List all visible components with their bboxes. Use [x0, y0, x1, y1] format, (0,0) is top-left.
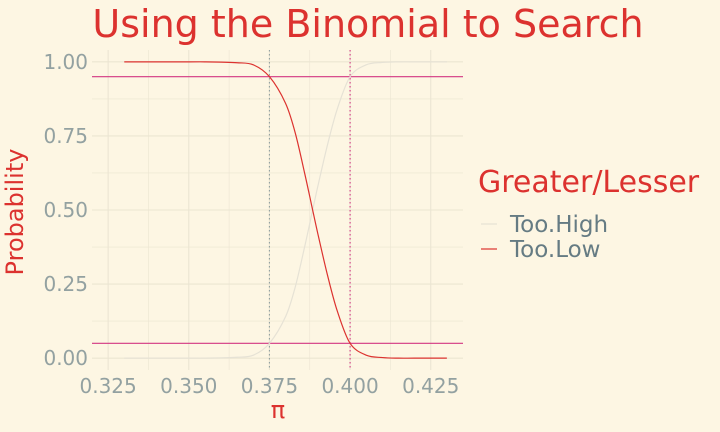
y-tick-label: 0.25	[43, 272, 88, 296]
y-tick-label: 0.00	[43, 346, 88, 370]
legend-label: Too.High	[509, 212, 608, 238]
x-tick-label: 0.400	[321, 374, 378, 398]
series-lines	[124, 61, 447, 359]
x-axis-label: π	[271, 396, 285, 424]
series-line-too-low	[124, 61, 447, 359]
y-tick-label: 1.00	[43, 50, 88, 74]
x-tick-label: 0.325	[79, 374, 136, 398]
legend-label: Too.Low	[509, 237, 600, 263]
series-line-too-high	[124, 61, 447, 359]
y-axis-ticks: 0.00 0.25 0.50 0.75 1.00	[43, 50, 88, 370]
y-axis-label: Probability	[1, 149, 29, 276]
x-tick-label: 0.350	[160, 374, 217, 398]
x-tick-label: 0.375	[241, 374, 298, 398]
x-axis-ticks: 0.325 0.350 0.375 0.400 0.425	[79, 374, 459, 398]
x-tick-label: 0.425	[402, 374, 459, 398]
chart-title: Using the Binomial to Search	[92, 2, 643, 46]
y-tick-label: 0.75	[43, 124, 88, 148]
y-tick-label: 0.50	[43, 198, 88, 222]
reference-lines	[92, 50, 463, 370]
legend-title: Greater/Lesser	[478, 165, 700, 200]
